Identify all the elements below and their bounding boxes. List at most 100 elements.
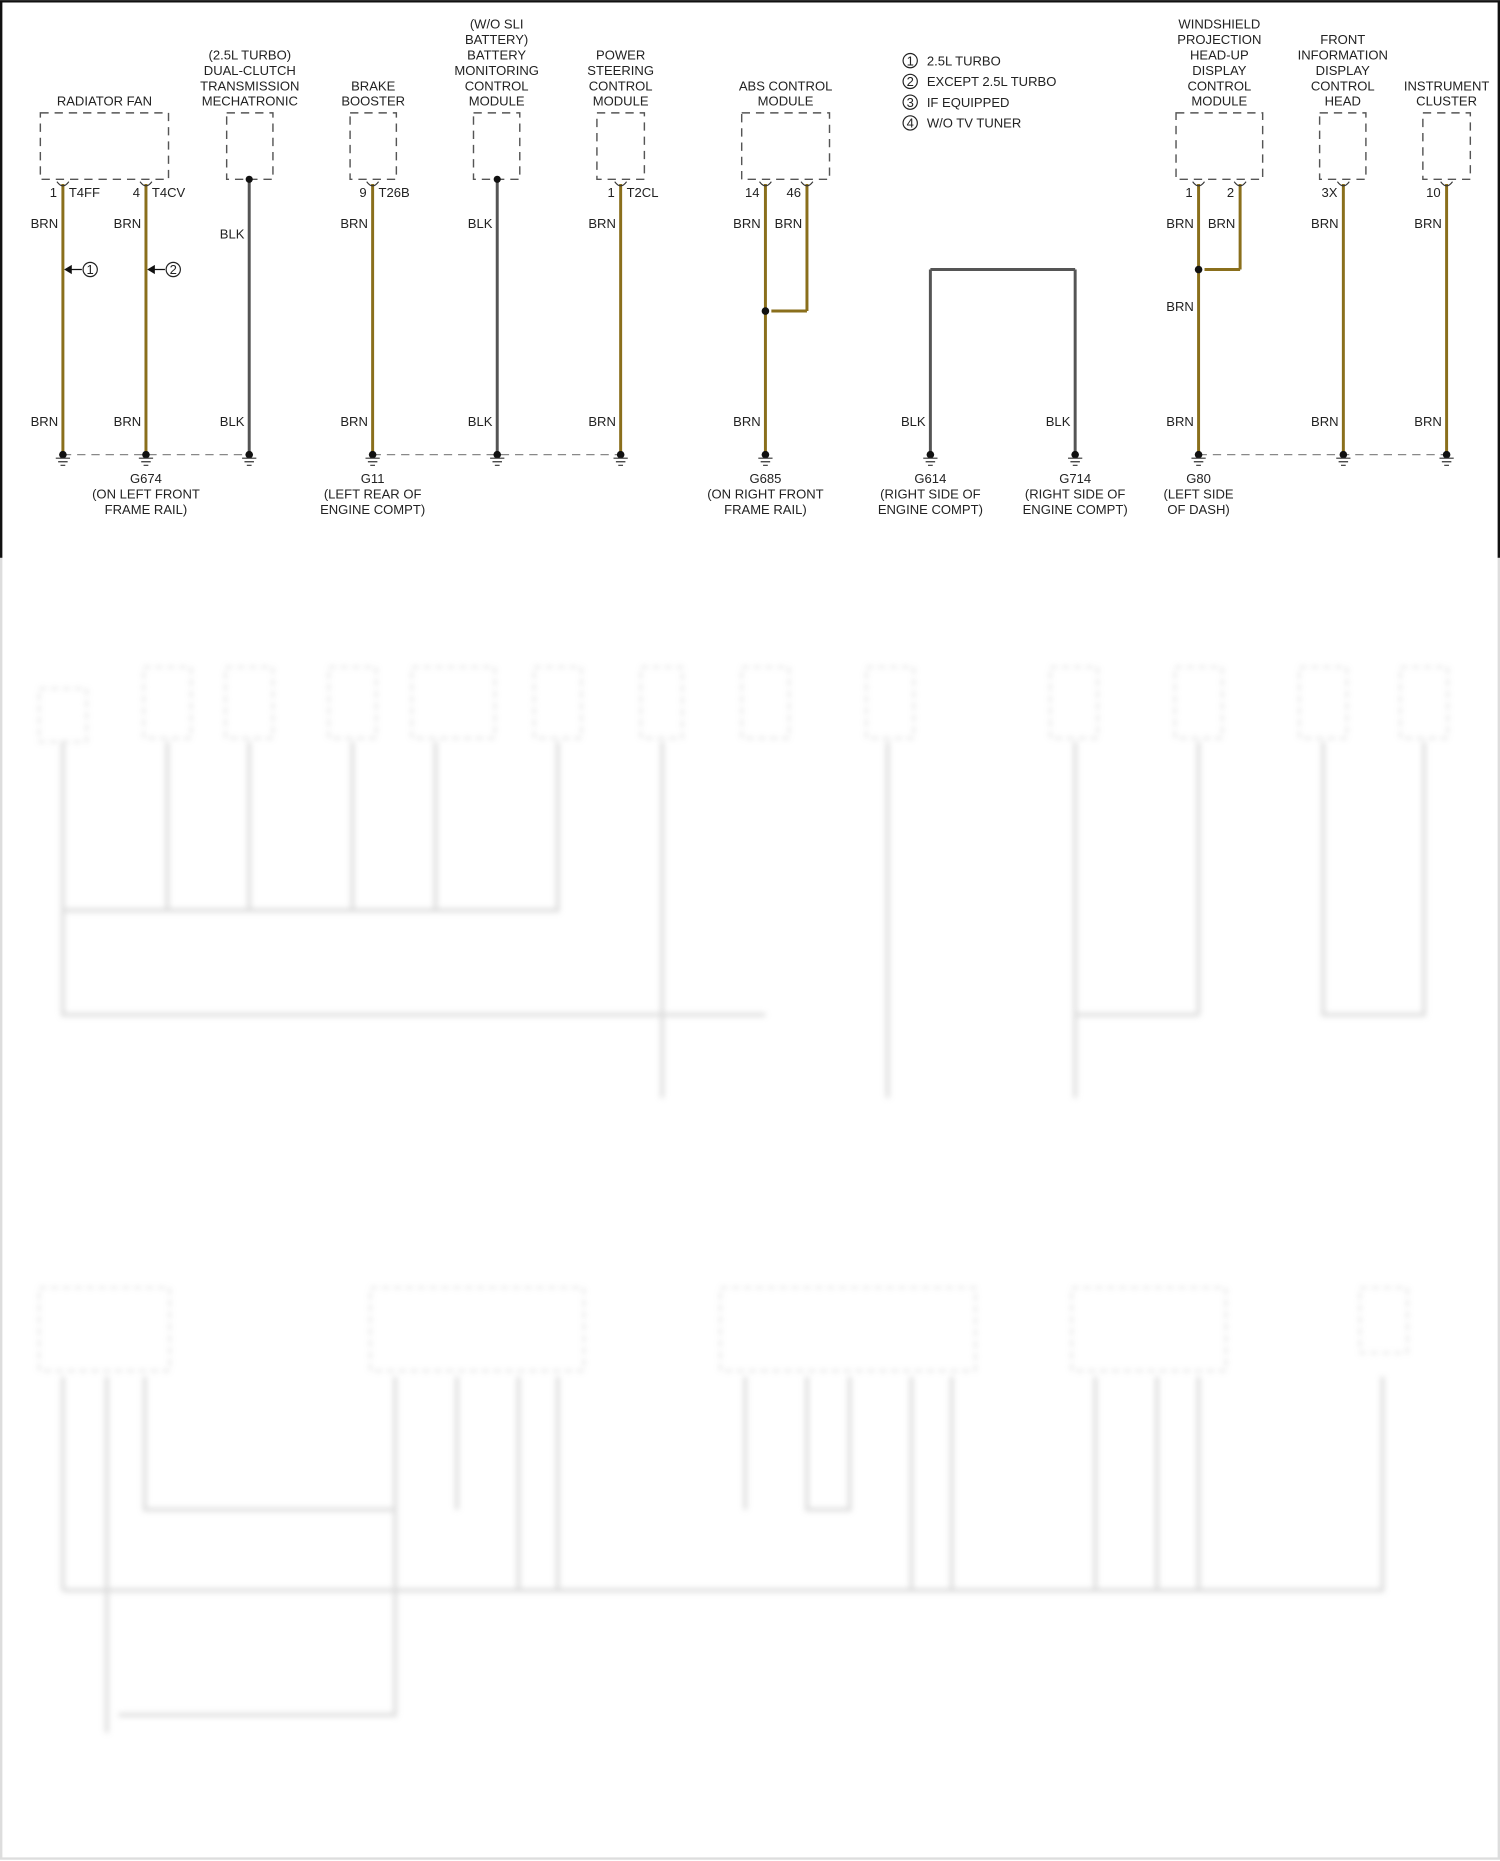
- ground-location: (RIGHT SIDE OF: [1025, 487, 1126, 502]
- pin-terminal-icon: [1192, 181, 1205, 187]
- obscured-box: [38, 1287, 171, 1372]
- ground-id: G674: [130, 471, 162, 486]
- wire-color-label: BLK: [468, 216, 493, 231]
- ground-point: [1339, 450, 1348, 459]
- component-label: CLUSTER: [1416, 94, 1477, 109]
- pin-terminal-icon: [366, 181, 380, 187]
- ground-point: [1194, 450, 1203, 459]
- component-label: BATTERY): [465, 32, 528, 47]
- component-0: RADIATOR FAN: [39, 94, 170, 181]
- component-label: INSTRUMENT: [1404, 78, 1490, 93]
- component-box: [472, 112, 521, 181]
- obscured-wire: [805, 1376, 852, 1512]
- wire-color-label: BRN: [340, 216, 368, 231]
- component-label: MODULE: [1191, 94, 1247, 109]
- component-box: [740, 112, 831, 181]
- ground-point: [493, 450, 502, 459]
- ground-id: G714: [1059, 471, 1091, 486]
- ground-point: [926, 450, 935, 459]
- wire-8: BLK: [901, 269, 932, 455]
- component-label: CONTROL: [1311, 78, 1375, 93]
- ground-icon: [1439, 450, 1454, 466]
- component-box: [225, 112, 274, 181]
- legend-text: 2.5L TURBO: [927, 53, 1001, 68]
- obscured-box: [741, 666, 790, 739]
- component-label: INFORMATION: [1298, 47, 1388, 62]
- obscured-box: [224, 666, 274, 739]
- wire-color-label: BRN: [1166, 216, 1194, 231]
- component-label: (2.5L TURBO): [208, 47, 291, 62]
- component-label: RADIATOR FAN: [57, 94, 152, 109]
- pin-number: 3X: [1321, 185, 1337, 200]
- component-3: (W/O SLIBATTERY)BATTERYMONITORINGCONTROL…: [454, 17, 539, 181]
- component-label: MODULE: [469, 94, 525, 109]
- ground-distribution-top-section: RADIATOR FAN (2.5L TURBO)DUAL-CLUTCHTRANS…: [31, 17, 1490, 517]
- component-box: [596, 112, 646, 181]
- component-label: MODULE: [593, 94, 649, 109]
- ground-id: G11: [361, 471, 385, 486]
- ground-point: [1071, 450, 1079, 459]
- component-label: POWER: [596, 47, 645, 62]
- wire-color-label: BRN: [775, 216, 803, 231]
- ground-symbol: [1336, 457, 1351, 466]
- arrow-icon: [64, 264, 82, 275]
- ground-location: (RIGHT SIDE OF: [880, 487, 981, 502]
- wire-color-label: BRN: [1311, 216, 1339, 231]
- ground-symbol: [923, 457, 938, 466]
- ground-point: [142, 450, 150, 459]
- ground-icon: [613, 450, 628, 466]
- connector-id: T26B: [379, 185, 410, 200]
- splice-dot: [1194, 265, 1203, 274]
- wire-color-label: BRN: [114, 216, 142, 231]
- pin-number: 14: [745, 185, 760, 200]
- legend-text: IF EQUIPPED: [927, 95, 1010, 110]
- component-label: PROJECTION: [1177, 32, 1261, 47]
- ground-icon: [923, 450, 938, 466]
- component-label: BOOSTER: [341, 94, 405, 109]
- component-label: FRONT: [1320, 32, 1365, 47]
- wire-color-label: BRN: [588, 216, 616, 231]
- obscured-box: [1298, 666, 1348, 739]
- component-label: TRANSMISSION: [200, 78, 299, 93]
- ground-symbol: [365, 457, 380, 466]
- ground-symbol: [1439, 457, 1454, 466]
- legend-number-circle: [902, 94, 918, 110]
- wire-color-label: BRN: [1208, 216, 1236, 231]
- ground-symbol: [242, 457, 257, 466]
- pin-terminal-icon: [56, 181, 70, 187]
- component-label: BRAKE: [351, 78, 396, 93]
- component-6: WINDSHIELDPROJECTIONHEAD-UPDISPLAYCONTRO…: [1175, 17, 1264, 181]
- component-box: [1422, 112, 1472, 181]
- ground-icon: [365, 450, 380, 466]
- connector-id: T4FF: [69, 185, 100, 200]
- callout-number: 1: [87, 262, 94, 277]
- obscured-wire: [433, 741, 560, 913]
- pin-number: 10: [1426, 185, 1441, 200]
- wire-color-label: BRN: [1414, 414, 1442, 429]
- obscured-box: [369, 1287, 585, 1372]
- wire-color-label: BRN: [588, 414, 616, 429]
- pin-terminal-icon: [800, 181, 814, 187]
- wire-9: BLK: [1046, 269, 1077, 455]
- obscured-box: [328, 666, 377, 739]
- pin-terminal-icon: [614, 181, 628, 187]
- component-label: BATTERY: [467, 47, 526, 62]
- pin-number: 4: [133, 185, 140, 200]
- ground-symbol: [1191, 457, 1206, 466]
- ground-location: (LEFT SIDE: [1164, 487, 1234, 502]
- wire-7: 46 BRN: [775, 181, 814, 312]
- obscured-wire: [61, 741, 766, 1017]
- wire-color-label: BRN: [31, 414, 59, 429]
- component-label: ABS CONTROL: [739, 78, 833, 93]
- legend-text: W/O TV TUNER: [927, 116, 1021, 131]
- wire-13: 10 BRN BRN: [1414, 181, 1454, 455]
- wire-0: 1 T4FF BRN BRN 1: [31, 181, 100, 455]
- ground-id: G614: [914, 471, 946, 486]
- pin-number: 1: [50, 185, 57, 200]
- wire-10: 1 BRN BRN BRN: [1166, 181, 1205, 455]
- component-label: MECHATRONIC: [202, 94, 298, 109]
- pin-terminal-icon: [1233, 181, 1247, 187]
- wire-color-label: BLK: [901, 414, 926, 429]
